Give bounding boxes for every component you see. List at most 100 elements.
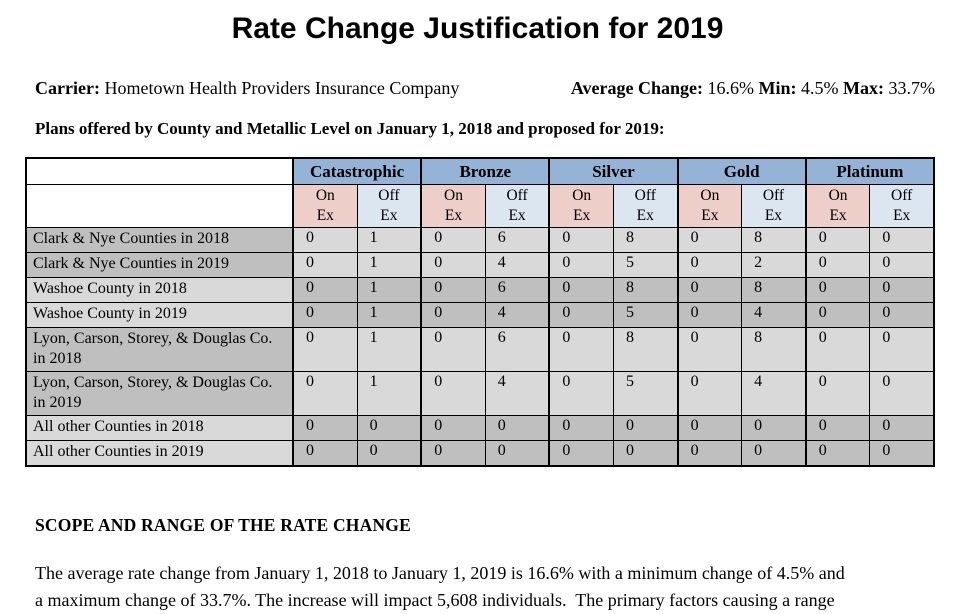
plan-count-cell: 1: [356, 277, 422, 303]
corner-cell: [25, 157, 294, 185]
min-label: Min:: [758, 78, 797, 98]
plan-count-cell: 0: [676, 227, 743, 253]
plan-count-cell: 0: [869, 277, 935, 303]
exchange-header-row: On Ex Off Ex On Ex Off Ex On Ex Off Ex On Ex Off Ex On Ex…: [25, 184, 935, 228]
plan-count-cell: 0: [804, 440, 871, 467]
plan-count-cell: 0: [356, 415, 422, 441]
plan-count-cell: 8: [612, 327, 679, 372]
metal-header-row: Catastrophic Bronze Silver Gold Platinum: [25, 157, 935, 185]
plan-count-cell: 0: [548, 302, 614, 328]
off-exchange-header: Off Ex: [356, 184, 422, 228]
plan-count-cell: 0: [291, 415, 358, 441]
off-exchange-header: Off Ex: [484, 184, 550, 228]
plan-count-cell: 0: [291, 302, 358, 328]
row-label: Lyon, Carson, Storey, & Douglas Co. in 2…: [25, 371, 294, 416]
plan-count-cell: 0: [420, 415, 486, 441]
on-exchange-header: On Ex: [804, 184, 871, 228]
row-label: Washoe County in 2019: [25, 302, 294, 328]
plan-count-cell: 0: [676, 302, 743, 328]
plan-count-cell: 1: [356, 227, 422, 253]
plan-count-cell: 5: [612, 371, 679, 416]
plan-count-cell: 0: [804, 252, 871, 278]
plan-count-cell: 0: [804, 371, 871, 416]
on-exchange-header: On Ex: [420, 184, 486, 228]
scope-paragraph: The average rate change from January 1, …: [35, 560, 937, 614]
metal-header-platinum: Platinum: [804, 157, 935, 185]
plan-count-cell: 0: [420, 227, 486, 253]
carrier-info: Carrier: Hometown Health Providers Insur…: [35, 78, 459, 99]
plan-count-cell: 5: [612, 302, 679, 328]
plans-table-body: Clark & Nye Counties in 2018 0 1 0 6 0 8 0 8 0 0 Cl…: [25, 227, 935, 467]
on-exchange-header: On Ex: [548, 184, 614, 228]
plan-count-cell: 0: [676, 371, 743, 416]
table-row: All other Counties in 2018 0 0 0 0 0 0 0 0 0 0: [25, 415, 935, 441]
carrier-label: Carrier:: [35, 78, 100, 98]
plan-count-cell: 0: [291, 327, 358, 372]
plan-count-cell: 0: [612, 440, 679, 467]
plan-count-cell: 0: [420, 327, 486, 372]
plan-count-cell: 8: [741, 277, 807, 303]
table-row: Washoe County in 2018 0 1 0 6 0 8 0 8 0 0: [25, 277, 935, 303]
metal-header-gold: Gold: [676, 157, 807, 185]
row-label: Clark & Nye Counties in 2019: [25, 252, 294, 278]
plan-count-cell: 0: [548, 252, 614, 278]
plan-count-cell: 0: [484, 440, 550, 467]
scope-paragraph-line: The average rate change from January 1, …: [35, 563, 845, 583]
plans-table-heading: Plans offered by County and Metallic Lev…: [35, 119, 665, 138]
plan-count-cell: 0: [291, 227, 358, 253]
metal-header-bronze: Bronze: [420, 157, 550, 185]
plan-count-cell: 0: [869, 227, 935, 253]
corner-cell: [25, 184, 294, 228]
plan-count-cell: 2: [741, 252, 807, 278]
plan-count-cell: 0: [741, 415, 807, 441]
max-value: 33.7%: [888, 78, 936, 98]
plan-count-cell: 0: [548, 371, 614, 416]
scope-paragraph-line: a maximum change of 33.7%. The increase …: [35, 590, 835, 610]
plan-count-cell: 0: [676, 277, 743, 303]
plan-count-cell: 8: [612, 277, 679, 303]
scope-section-heading: SCOPE AND RANGE OF THE RATE CHANGE: [35, 515, 411, 535]
plan-count-cell: 8: [612, 227, 679, 253]
plan-count-cell: 0: [869, 302, 935, 328]
plan-count-cell: 0: [804, 415, 871, 441]
table-row: Lyon, Carson, Storey, & Douglas Co. in 2…: [25, 371, 935, 416]
plan-count-cell: 6: [484, 277, 550, 303]
page-title: Rate Change Justification for 2019: [231, 12, 724, 45]
table-row: Clark & Nye Counties in 2018 0 1 0 6 0 8 0 8 0 0: [25, 227, 935, 253]
plan-count-cell: 0: [484, 415, 550, 441]
plan-count-cell: 1: [356, 252, 422, 278]
plan-count-cell: 0: [420, 277, 486, 303]
plan-count-cell: 1: [356, 302, 422, 328]
row-label: All other Counties in 2019: [25, 440, 294, 467]
plan-count-cell: 0: [676, 327, 743, 372]
plan-count-cell: 0: [420, 252, 486, 278]
plan-count-cell: 0: [291, 277, 358, 303]
plans-by-county-table: Catastrophic Bronze Silver Gold Platinum On E…: [25, 157, 935, 467]
plan-count-cell: 6: [484, 327, 550, 372]
plan-count-cell: 0: [869, 371, 935, 416]
table-row: Clark & Nye Counties in 2019 0 1 0 4 0 5 0 2 0 0: [25, 252, 935, 278]
metal-header-catastrophic: Catastrophic: [291, 157, 422, 185]
plan-count-cell: 4: [741, 302, 807, 328]
average-change-value: 16.6%: [707, 78, 755, 98]
min-value: 4.5%: [801, 78, 839, 98]
off-exchange-header: Off Ex: [741, 184, 807, 228]
plan-count-cell: 0: [548, 415, 614, 441]
carrier-name: Hometown Health Providers Insurance Comp…: [104, 78, 460, 98]
plan-count-cell: 0: [548, 227, 614, 253]
plan-count-cell: 0: [676, 440, 743, 467]
row-label: Washoe County in 2018: [25, 277, 294, 303]
plan-count-cell: 1: [356, 371, 422, 416]
plan-count-cell: 0: [420, 302, 486, 328]
plan-count-cell: 0: [612, 415, 679, 441]
table-row: Lyon, Carson, Storey, & Douglas Co. in 2…: [25, 327, 935, 372]
table-row: Washoe County in 2019 0 1 0 4 0 5 0 4 0 0: [25, 302, 935, 328]
plan-count-cell: 8: [741, 227, 807, 253]
plan-count-cell: 0: [804, 277, 871, 303]
carrier-summary-line: Carrier: Hometown Health Providers Insur…: [35, 78, 935, 99]
plan-count-cell: 0: [804, 302, 871, 328]
plan-count-cell: 4: [484, 371, 550, 416]
plan-count-cell: 0: [548, 277, 614, 303]
off-exchange-header: Off Ex: [612, 184, 679, 228]
plan-count-cell: 4: [484, 302, 550, 328]
